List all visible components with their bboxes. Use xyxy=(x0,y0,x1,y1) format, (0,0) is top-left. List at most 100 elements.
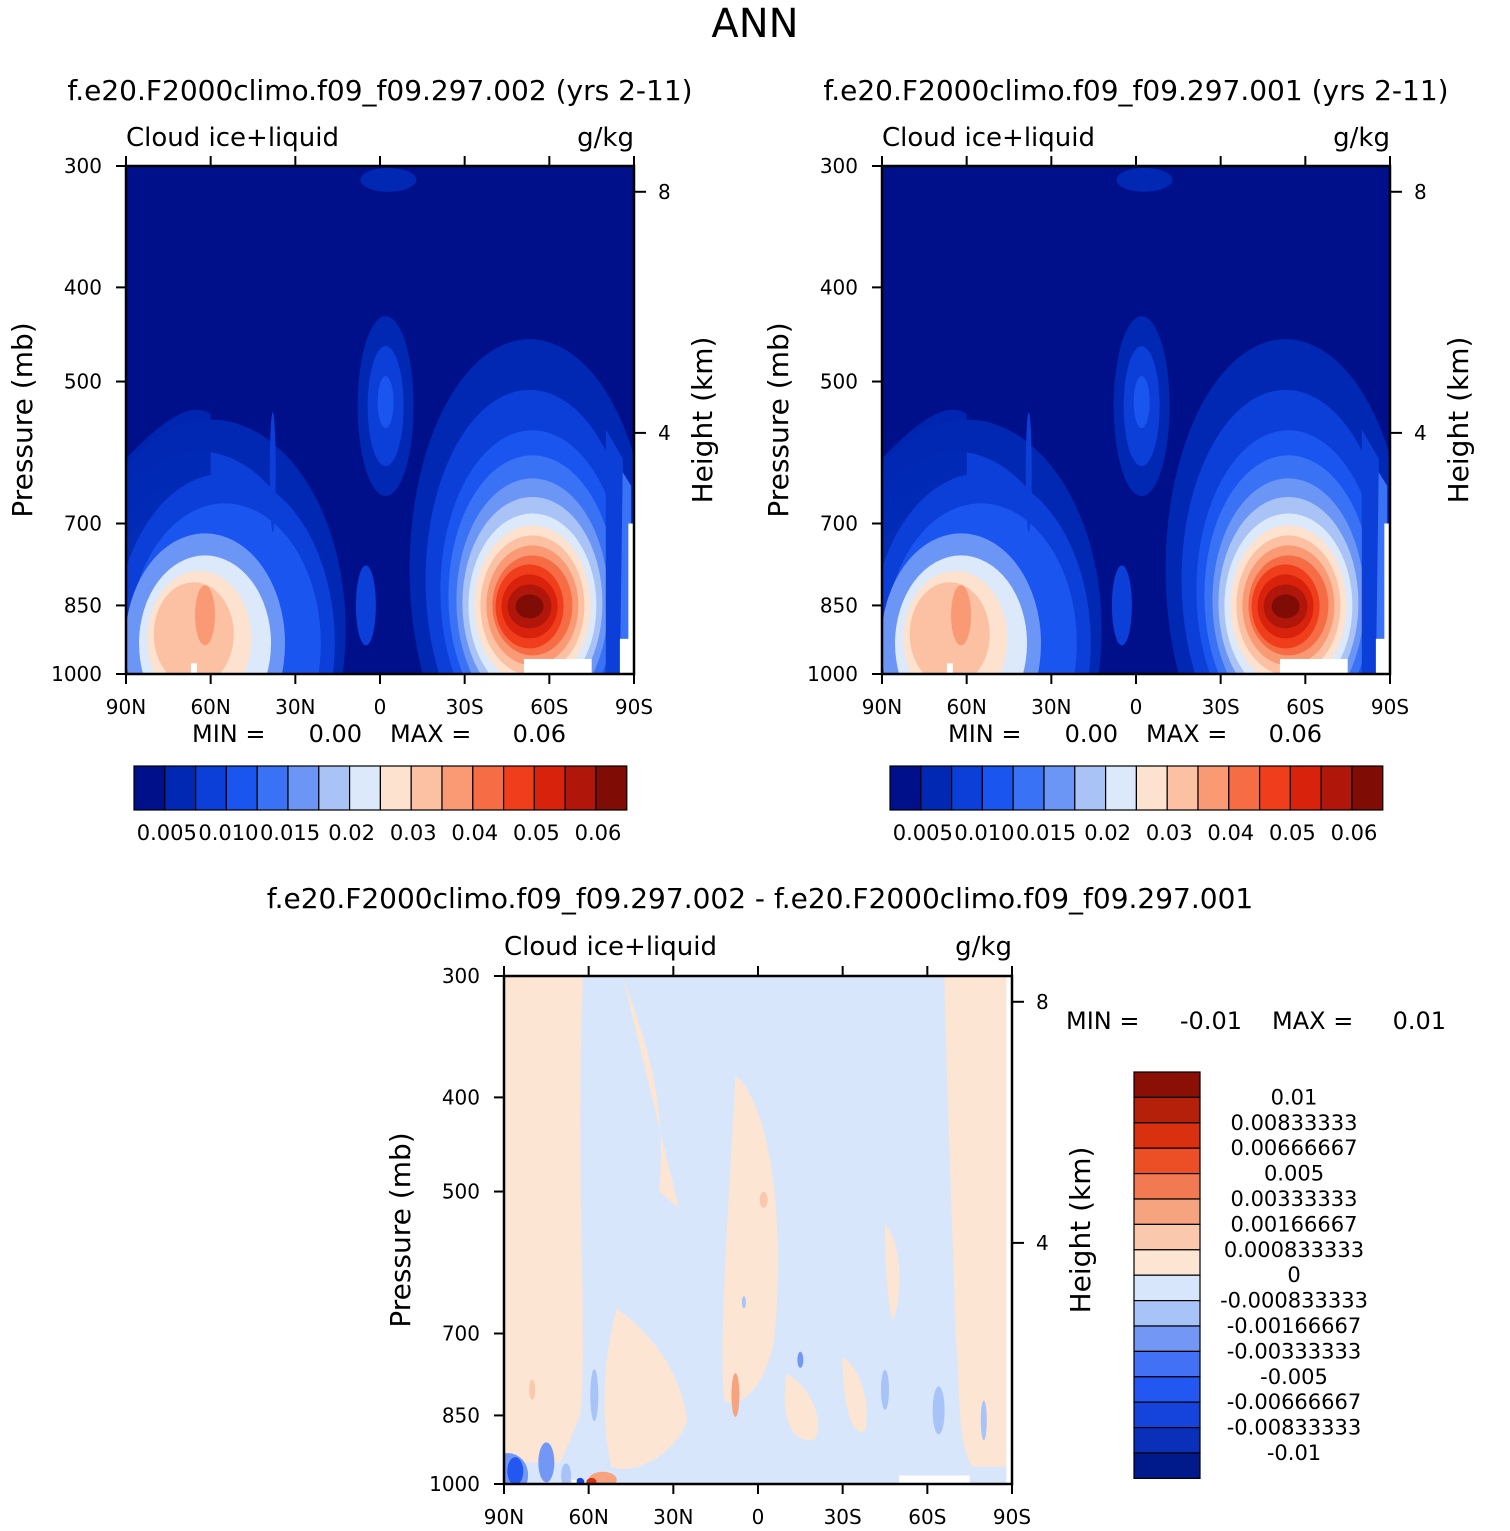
colorbar-label: 0.00666667 xyxy=(1231,1136,1358,1160)
colorbar-box xyxy=(950,765,983,811)
y-tick-label: 500 xyxy=(64,370,102,394)
contour-region xyxy=(1375,472,1388,674)
colorbar-box xyxy=(1351,765,1384,811)
x-tick-label: 90N xyxy=(862,695,902,719)
contour-field xyxy=(126,166,634,674)
colorbar-box xyxy=(133,765,166,811)
x-tick-label: 30N xyxy=(653,1505,693,1529)
colorbar-label: 0 xyxy=(1287,1263,1300,1287)
y-tick-label: 500 xyxy=(820,370,858,394)
colorbar-label: 0.06 xyxy=(575,821,622,845)
colorbar-box xyxy=(1133,1376,1201,1403)
figure-title: ANN xyxy=(711,1,798,47)
colorbar-label: -0.00833333 xyxy=(1227,1416,1362,1440)
colorbar-label: 0.06 xyxy=(1331,821,1378,845)
field-layers xyxy=(504,976,1012,1484)
negative-region xyxy=(538,1442,555,1483)
colorbar-label: 0.02 xyxy=(1084,821,1131,845)
x-tick-label: 90S xyxy=(1371,695,1409,719)
colorbar-box xyxy=(1133,1274,1201,1302)
x-tick-label: 60N xyxy=(568,1505,608,1529)
y-tick-label: 500 xyxy=(442,1180,480,1204)
colorbar-label: 0.01 xyxy=(1271,1085,1318,1109)
panel-case-002: f.e20.F2000climo.f09_f09.297.002 (yrs 2-… xyxy=(6,74,719,845)
x-tick-label: 30N xyxy=(1031,695,1071,719)
positive-region xyxy=(784,1373,819,1441)
colorbar-box xyxy=(1133,1172,1201,1200)
x-tick-label: 60N xyxy=(946,695,986,719)
colorbar-label: 0.015 xyxy=(260,821,320,845)
colorbar: 0.005 0.010 0.015 0.02 0.03 0.04 0.05 0.06 xyxy=(133,765,628,845)
colorbar-box xyxy=(533,765,566,811)
y-tick-label: 700 xyxy=(442,1322,480,1346)
colorbar-box xyxy=(1133,1249,1201,1276)
case-title: f.e20.F2000climo.f09_f09.297.001 (yrs 2-… xyxy=(823,74,1448,107)
colorbar-label: 0.010 xyxy=(954,821,1014,845)
min-value: 0.00 xyxy=(309,720,362,748)
negative-region xyxy=(797,1351,804,1368)
x-tick-label: 90N xyxy=(106,695,146,719)
panel-difference: f.e20.F2000climo.f09_f09.297.002 - f.e20… xyxy=(267,882,1446,1529)
y-tick-label: 300 xyxy=(64,154,102,178)
variable-label: Cloud ice+liquid xyxy=(882,123,1095,153)
colorbar-label: 0.00166667 xyxy=(1231,1212,1358,1236)
y2-axis-label: Height (km) xyxy=(1064,1147,1097,1314)
colorbar-box xyxy=(1133,1452,1201,1479)
negative-region xyxy=(932,1386,945,1435)
masked-region xyxy=(628,523,634,674)
colorbar-label: 0.00333333 xyxy=(1231,1187,1358,1211)
colorbar-box xyxy=(287,765,320,811)
y2-tick-label: 8 xyxy=(658,180,671,204)
y2-tick-label: 4 xyxy=(1036,1231,1049,1255)
case-title: f.e20.F2000climo.f09_f09.297.002 (yrs 2-… xyxy=(67,74,692,107)
colorbar-label: 0.04 xyxy=(1207,821,1254,845)
colorbar-box xyxy=(410,765,443,811)
min-label: MIN = xyxy=(1066,1007,1139,1035)
masked-region xyxy=(946,663,953,674)
x-tick-label: 0 xyxy=(1130,695,1143,719)
colorbar-box xyxy=(1135,765,1168,811)
field-layers xyxy=(882,166,1390,674)
positive-region xyxy=(885,1224,900,1322)
colorbar-box xyxy=(1133,1096,1201,1124)
masked-region xyxy=(1375,638,1390,674)
negative-region xyxy=(561,1463,572,1484)
min-label: MIN = xyxy=(948,720,1021,748)
colorbar-label: 0.000833333 xyxy=(1224,1238,1364,1262)
y2-tick-label: 8 xyxy=(1414,180,1427,204)
colorbar-label: 0.005 xyxy=(137,821,197,845)
colorbar-box xyxy=(1289,765,1322,811)
y-tick-label: 400 xyxy=(442,1085,480,1109)
masked-region xyxy=(571,1479,577,1484)
min-value: -0.01 xyxy=(1180,1007,1242,1035)
masked-region xyxy=(619,638,634,674)
x-tick-label: 60S xyxy=(1286,695,1324,719)
y-axis-label: Pressure (mb) xyxy=(6,322,39,517)
positive-region xyxy=(731,1373,740,1418)
colorbar-box xyxy=(472,765,505,811)
masked-region xyxy=(190,663,197,674)
difference-field xyxy=(504,976,1012,1484)
positive-region xyxy=(586,1477,597,1484)
panel-case-001: f.e20.F2000climo.f09_f09.297.001 (yrs 2-… xyxy=(762,74,1475,845)
colorbar-box xyxy=(349,765,382,811)
min-label: MIN = xyxy=(192,720,265,748)
colorbar-box xyxy=(1104,765,1137,811)
colorbar-label: 0.05 xyxy=(1269,821,1316,845)
y2-tick-label: 8 xyxy=(1036,990,1049,1014)
x-tick-label: 30S xyxy=(446,695,484,719)
x-tick-label: 30S xyxy=(1202,695,1240,719)
masked-region xyxy=(1006,976,1012,1484)
max-value: 0.06 xyxy=(1269,720,1322,748)
colorbar-box xyxy=(164,765,197,811)
negative-region xyxy=(507,1457,524,1484)
units-label: g/kg xyxy=(1333,123,1390,153)
x-tick-label: 30S xyxy=(824,1505,862,1529)
units-label: g/kg xyxy=(577,123,634,153)
colorbar-box xyxy=(1133,1071,1201,1098)
colorbar-box xyxy=(1043,765,1076,811)
colorbar-box xyxy=(441,765,474,811)
y-tick-label: 700 xyxy=(820,512,858,536)
